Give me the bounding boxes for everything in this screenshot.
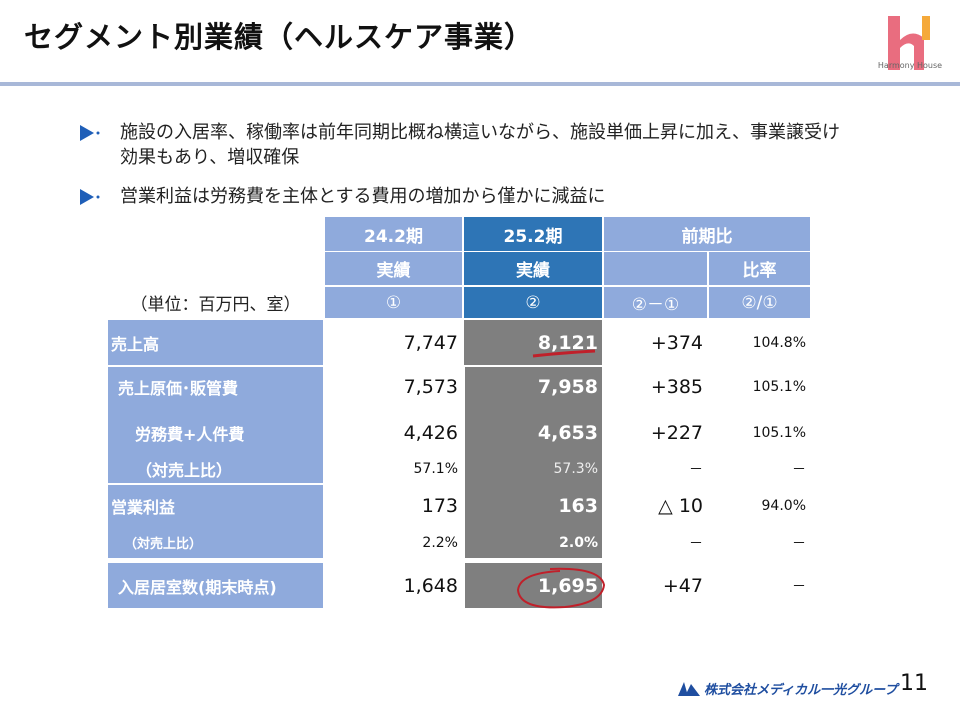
triangle-bullet-icon — [80, 125, 100, 141]
row-label-costs: 売上原価･販管費 — [118, 379, 239, 398]
cell-prev: 1,648 — [403, 574, 458, 597]
company-mark-icon — [678, 681, 700, 696]
triangle-bullet-icon — [80, 189, 100, 205]
ratio-mark: ②/① — [709, 287, 810, 318]
cell-curr: 163 — [558, 495, 598, 517]
ratio-header: 比率 — [709, 252, 810, 285]
row-label-operating-profit: 営業利益 — [111, 498, 176, 517]
cell-ratio: 104.8% — [752, 334, 806, 351]
cell-diff: +47 — [662, 574, 703, 597]
company-logo: 株式会社メディカル一光グループ — [678, 679, 897, 698]
cell-curr: 7,958 — [537, 376, 598, 398]
row-label-sales: 売上高 — [108, 320, 323, 365]
bullet-text: 営業利益は労務費を主体とする費用の増加から僅かに減益に — [120, 186, 606, 207]
highlight-cell — [464, 320, 602, 365]
cell-curr: 57.3% — [553, 461, 598, 477]
col2-mark: ② — [464, 287, 602, 318]
cell-prev: 7,573 — [403, 376, 458, 398]
cell-diff: － — [689, 462, 703, 478]
cell-ratio: 105.1% — [752, 379, 806, 395]
cell-prev: 2.2% — [422, 534, 458, 551]
row-label-op-ratio: （対売上比） — [124, 537, 203, 552]
cell-curr: 4,653 — [537, 422, 598, 444]
row-label-labor-ratio: （対売上比） — [136, 461, 233, 480]
col1-sub: 実績 — [325, 252, 462, 285]
highlight-cell — [465, 367, 602, 558]
cell-diff: △ 10 — [658, 495, 703, 517]
cell-prev: 4,426 — [403, 422, 458, 444]
cell-diff: +227 — [650, 422, 703, 444]
bullet-text: 施設の入居率、稼働率は前年同期比概ね横這いながら、施設単価上昇に加え、事業譲受け… — [120, 122, 840, 168]
row-label-labor: 労務費+人件費 — [135, 425, 245, 444]
col2-period: 25.2期 — [464, 217, 602, 251]
cell-diff: +385 — [650, 376, 703, 398]
cell-diff: +374 — [650, 331, 703, 354]
cell-prev: 57.1% — [413, 461, 458, 477]
col2-sub: 実績 — [464, 252, 602, 285]
page-title: セグメント別業績（ヘルスケア事業） — [24, 20, 535, 54]
harmony-house-logo — [888, 16, 930, 70]
row-label-rooms: 入居居室数(期末時点) — [108, 563, 323, 608]
col1-period: 24.2期 — [325, 217, 462, 251]
diff-mark: ②－① — [604, 287, 707, 318]
row-label-op-block — [108, 485, 323, 558]
page-number: 11 — [900, 671, 928, 696]
logo-text: Harmony House — [877, 61, 943, 70]
cell-curr: 2.0% — [559, 534, 598, 551]
comparison-blank — [604, 252, 707, 285]
title-divider — [0, 82, 960, 86]
row-label-costs-block — [108, 367, 323, 483]
unit-label: （単位：百万円、室） — [130, 295, 301, 315]
cell-ratio: 105.1% — [752, 425, 806, 441]
cell-prev: 173 — [421, 495, 458, 517]
cell-ratio: － — [792, 462, 806, 478]
company-name: 株式会社メディカル一光グループ — [704, 683, 898, 698]
cell-ratio: － — [792, 535, 806, 552]
cell-curr: 8,121 — [537, 331, 598, 354]
cell-ratio: 94.0% — [761, 498, 806, 514]
comparison-header: 前期比 — [604, 217, 810, 251]
handwritten-annotation — [516, 349, 606, 609]
cell-diff: － — [689, 535, 703, 552]
cell-prev: 7,747 — [403, 331, 458, 354]
cell-ratio: － — [792, 578, 806, 595]
col1-mark: ① — [325, 287, 462, 318]
cell-curr: 1,695 — [537, 574, 598, 597]
